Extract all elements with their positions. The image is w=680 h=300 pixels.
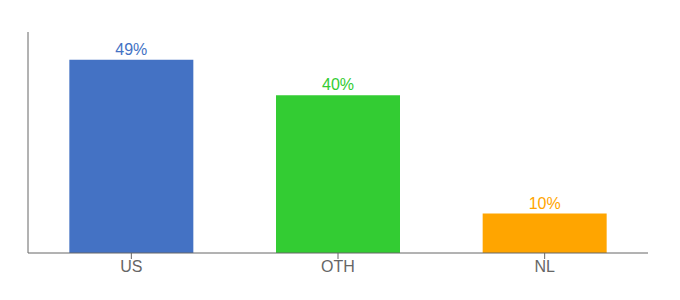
svg-text:49%: 49% [115, 41, 147, 58]
svg-text:40%: 40% [322, 76, 354, 93]
svg-text:US: US [120, 258, 142, 275]
svg-text:NL: NL [534, 258, 555, 275]
svg-text:OTH: OTH [321, 258, 355, 275]
svg-text:10%: 10% [529, 195, 561, 212]
